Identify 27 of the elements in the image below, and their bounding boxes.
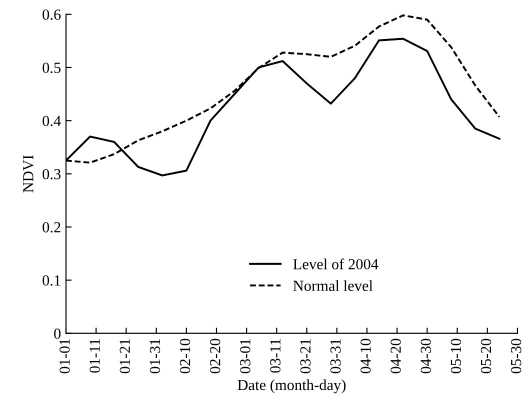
x-axis-title: Date (month-day) — [238, 379, 346, 394]
x-tick-label: 05-20 — [480, 338, 492, 374]
y-tick-label: 0.5 — [42, 62, 61, 74]
x-tick-label: 02-10 — [180, 338, 190, 374]
x-tick-label: 01-11 — [90, 339, 100, 373]
legend-label: Level of 2004 — [293, 258, 378, 270]
x-tick-label: 05-10 — [450, 338, 462, 374]
x-tick-label: 04-10 — [360, 338, 371, 374]
x-tick-label: 01-31 — [150, 339, 160, 374]
x-tick-label: 01-21 — [120, 339, 130, 374]
y-tick-label: 0.6 — [42, 9, 61, 20]
y-tick-label: 0 — [54, 328, 61, 339]
x-tick-label: 03-11 — [270, 339, 280, 373]
y-tick-label: 0.4 — [42, 116, 61, 126]
x-tick-label: 04-30 — [420, 338, 431, 374]
y-tick-label: 0.1 — [42, 275, 60, 286]
x-tick-label: 05-30 — [510, 338, 522, 374]
y-axis-title: NDVI — [23, 155, 34, 192]
y-tick-label: 0.2 — [42, 222, 60, 233]
x-tick-label: 02-20 — [210, 338, 220, 374]
legend-label: Normal level — [293, 280, 373, 291]
x-tick-label: 03-31 — [330, 339, 341, 374]
x-tick-label: 04-20 — [390, 338, 401, 374]
x-tick-label: 03-21 — [300, 339, 311, 374]
y-tick-label: 0.3 — [42, 168, 61, 180]
x-tick-label: 03-01 — [240, 339, 250, 374]
x-tick-label: 01-01 — [60, 339, 70, 374]
